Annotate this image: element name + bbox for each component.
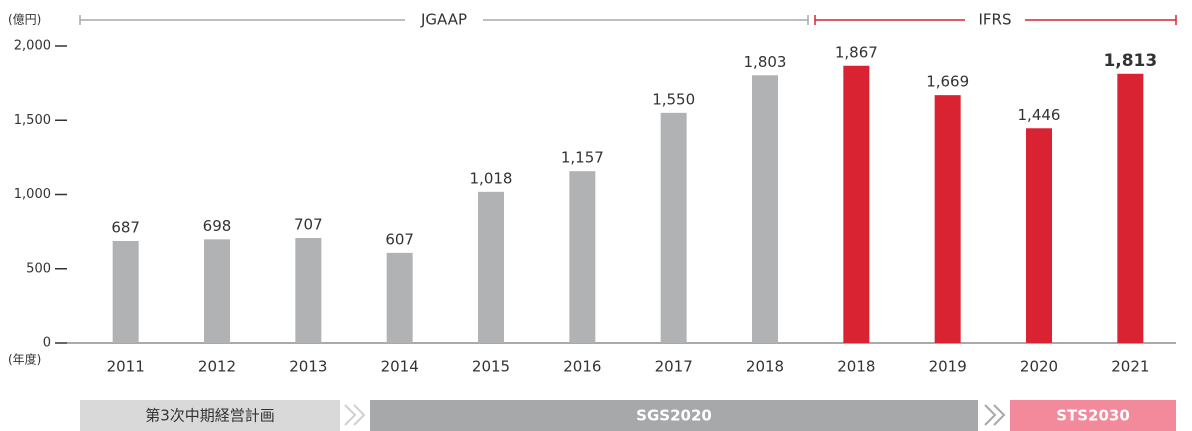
value-label: 607 — [385, 230, 414, 248]
value-label: 1,813 — [1103, 51, 1157, 71]
value-label: 1,669 — [926, 73, 969, 91]
period-box — [370, 400, 978, 431]
value-label: 1,550 — [652, 90, 695, 108]
chevrons — [344, 404, 366, 426]
bar — [569, 171, 596, 343]
chevrons — [984, 404, 1006, 426]
bar — [934, 95, 961, 343]
y-tick-label: 1,500 — [14, 113, 51, 128]
value-label: 687 — [111, 218, 140, 236]
x-tick-label: 2014 — [381, 358, 419, 376]
x-tick-label: 2018 — [837, 358, 875, 376]
x-tick-label: 2018 — [746, 358, 784, 376]
x-tick-label: 2011 — [107, 358, 145, 376]
period-box — [1010, 400, 1176, 431]
bar — [478, 191, 504, 343]
value-label: 1,867 — [835, 43, 878, 61]
value-label: 698 — [203, 217, 232, 235]
period-label: SGS2020 — [636, 407, 712, 425]
x-tick-label: 2013 — [289, 358, 327, 376]
y-tick-label: 1,000 — [14, 187, 51, 202]
y-tick-label: 500 — [26, 261, 51, 276]
period-box — [80, 400, 340, 431]
y-unit: (億円) — [8, 13, 41, 27]
value-label: 1,803 — [744, 53, 787, 71]
x-unit: (年度) — [8, 352, 41, 367]
bar — [752, 75, 778, 343]
standard-label: JGAAP — [420, 11, 467, 29]
bar — [295, 238, 322, 343]
standard-label: IFRS — [979, 11, 1012, 29]
period-label: STS2030 — [1056, 407, 1130, 425]
bar — [386, 252, 413, 343]
period-label: 第3次中期経営計画 — [145, 407, 275, 425]
bar — [204, 239, 230, 343]
bar — [112, 240, 139, 343]
bar — [1026, 128, 1052, 343]
ifrs-bracket — [814, 15, 1177, 25]
bar — [1117, 73, 1144, 343]
x-tick-label: 2017 — [655, 358, 693, 376]
y-tick-label: 0 — [43, 336, 51, 351]
value-label: 707 — [294, 216, 323, 234]
value-label: 1,446 — [1018, 106, 1061, 124]
x-tick-label: 2016 — [563, 358, 601, 376]
bar — [843, 65, 870, 344]
jgaap-bracket — [79, 15, 809, 25]
x-tick-label: 2015 — [472, 358, 510, 376]
x-tick-label: 2012 — [198, 358, 236, 376]
x-tick-label: 2019 — [929, 358, 967, 376]
bar — [660, 112, 687, 343]
y-tick-label: 2,000 — [14, 39, 51, 54]
x-tick-label: 2020 — [1020, 358, 1058, 376]
value-label: 1,157 — [561, 149, 604, 167]
x-tick-label: 2021 — [1111, 358, 1149, 376]
value-label: 1,018 — [470, 169, 513, 187]
